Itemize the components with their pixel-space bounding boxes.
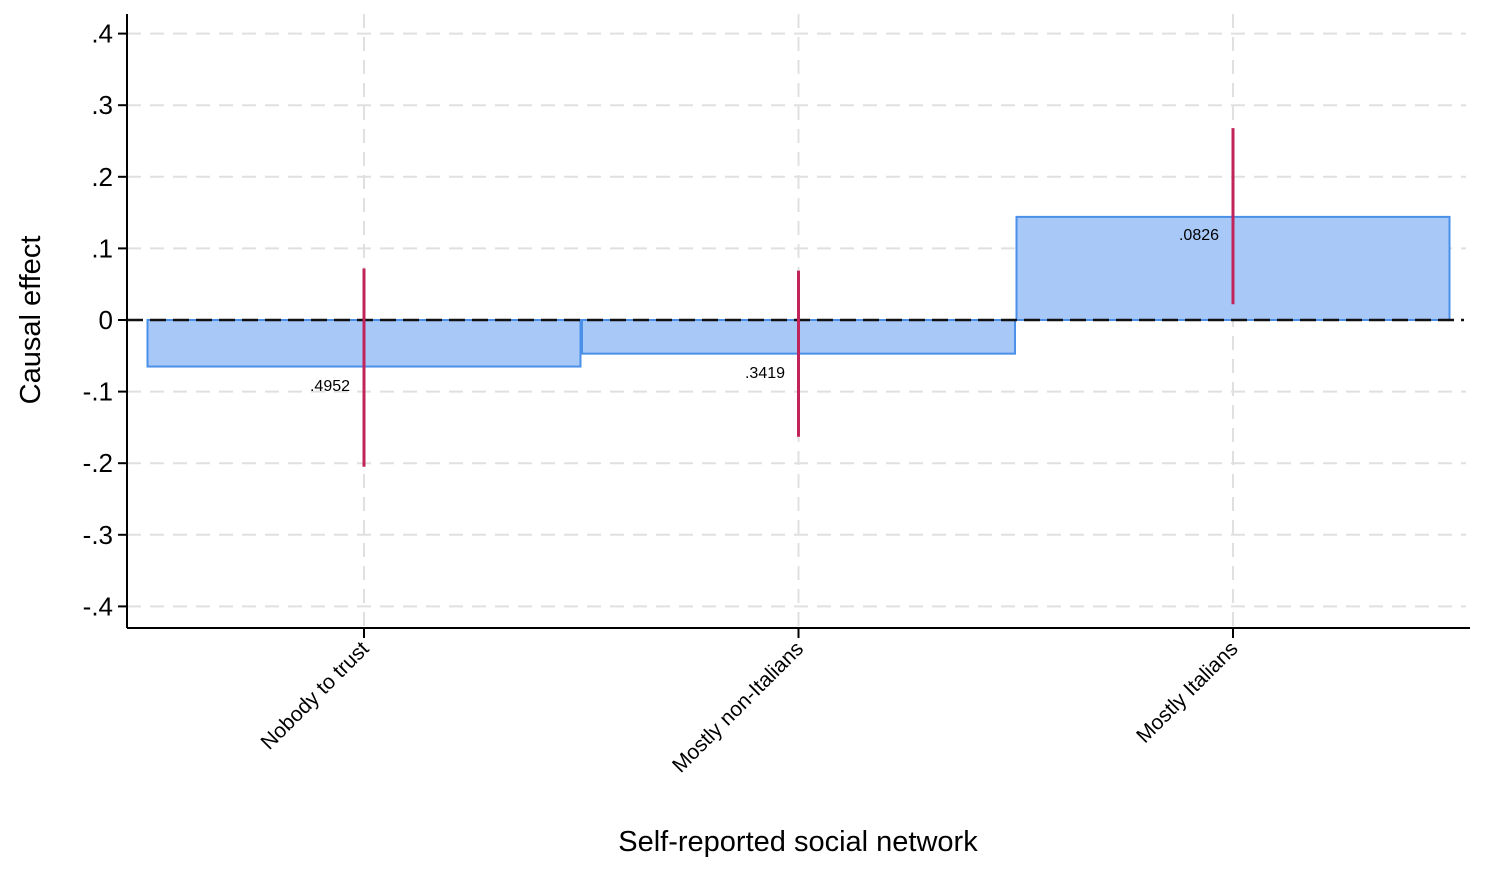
y-axis-title: Causal effect: [15, 236, 47, 405]
bar-value-label: .4952: [310, 378, 350, 395]
x-tick-label: Mostly Italians: [1132, 637, 1242, 747]
x-axis-title: Self-reported social network: [618, 826, 978, 858]
bar-value-label: .3419: [745, 365, 785, 382]
axes: [118, 14, 1470, 638]
y-tick-label: .1: [91, 233, 113, 263]
confidence-intervals: [362, 128, 1235, 467]
y-tick-label: 0: [99, 305, 113, 335]
y-tick-label: .4: [91, 19, 113, 49]
y-tick-label: -.2: [83, 448, 113, 478]
x-tick-label: Nobody to trust: [257, 637, 374, 754]
y-tick-label: -.4: [83, 591, 113, 621]
y-tick-label: .3: [91, 90, 113, 120]
labels: .4 .3 .2 .1 0 -.1 -.2 -.3 -.4 .4952 .3419 .0826 Nobo…: [83, 19, 1243, 778]
y-tick-label: -.3: [83, 520, 113, 550]
bar-value-label: .0826: [1179, 227, 1219, 244]
x-tick-label: Mostly non-Italians: [668, 637, 808, 777]
y-tick-label: .2: [91, 162, 113, 192]
y-tick-label: -.1: [83, 377, 113, 407]
